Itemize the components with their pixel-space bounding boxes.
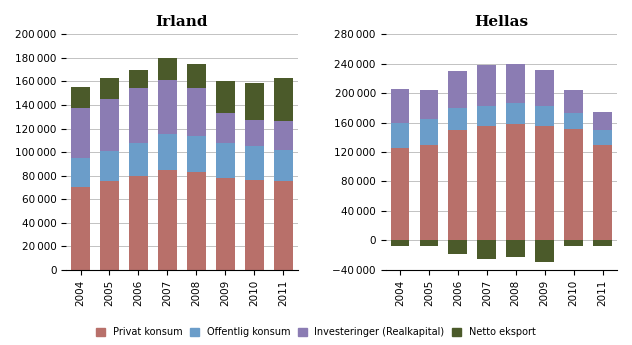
Bar — [477, 65, 496, 106]
Bar — [506, 64, 525, 104]
Bar — [216, 142, 234, 178]
Bar — [100, 151, 119, 181]
Bar — [593, 240, 612, 246]
Bar — [391, 240, 410, 246]
Bar — [71, 187, 90, 270]
Bar — [158, 135, 177, 170]
Bar — [593, 111, 612, 130]
Bar — [129, 142, 148, 176]
Bar — [187, 64, 205, 88]
Bar — [420, 145, 439, 240]
Bar — [506, 104, 525, 124]
Bar — [71, 87, 90, 108]
Bar — [506, 124, 525, 240]
Bar — [535, 240, 554, 263]
Bar — [274, 150, 293, 181]
Bar — [216, 113, 234, 142]
Bar — [506, 240, 525, 257]
Bar — [216, 178, 234, 270]
Bar — [420, 119, 439, 145]
Bar — [477, 240, 496, 259]
Bar — [391, 122, 410, 148]
Bar — [535, 126, 554, 240]
Bar — [564, 89, 583, 113]
Bar — [420, 89, 439, 119]
Bar — [564, 240, 583, 246]
Bar — [71, 158, 90, 187]
Bar — [245, 120, 264, 146]
Bar — [535, 70, 554, 106]
Bar — [477, 106, 496, 126]
Legend: Privat konsum, Offentlig konsum, Investeringer (Realkapital), Netto eksport: Privat konsum, Offentlig konsum, Investe… — [94, 324, 538, 340]
Bar — [449, 71, 467, 108]
Bar — [449, 108, 467, 130]
Bar — [274, 181, 293, 270]
Bar — [71, 108, 90, 158]
Bar — [100, 78, 119, 99]
Bar — [449, 130, 467, 240]
Bar — [245, 146, 264, 180]
Bar — [158, 80, 177, 135]
Bar — [449, 240, 467, 254]
Bar — [593, 130, 612, 145]
Title: Hellas: Hellas — [474, 15, 528, 29]
Bar — [129, 176, 148, 270]
Bar — [100, 99, 119, 151]
Bar — [245, 180, 264, 270]
Bar — [477, 126, 496, 240]
Bar — [100, 181, 119, 270]
Bar — [593, 145, 612, 240]
Bar — [274, 78, 293, 121]
Bar — [391, 148, 410, 240]
Bar — [274, 121, 293, 150]
Bar — [158, 170, 177, 270]
Bar — [535, 106, 554, 126]
Bar — [187, 88, 205, 136]
Bar — [187, 172, 205, 270]
Bar — [420, 240, 439, 246]
Bar — [216, 81, 234, 113]
Bar — [187, 136, 205, 172]
Bar — [564, 128, 583, 240]
Bar — [564, 113, 583, 128]
Bar — [129, 88, 148, 142]
Bar — [129, 70, 148, 88]
Title: Irland: Irland — [155, 15, 208, 29]
Bar — [158, 58, 177, 80]
Bar — [391, 89, 410, 122]
Bar — [245, 82, 264, 120]
